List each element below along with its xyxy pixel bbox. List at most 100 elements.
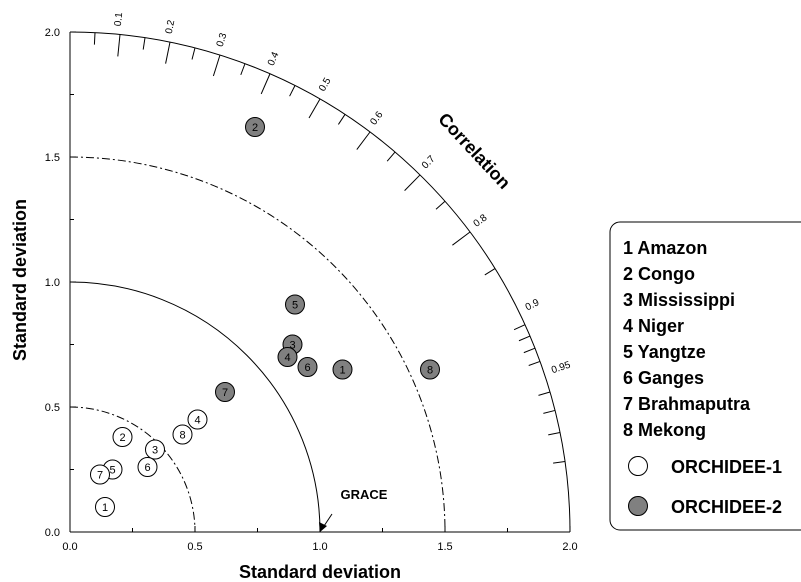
correlation-tick xyxy=(538,391,551,396)
point-marker xyxy=(187,409,208,430)
legend-series-label: ORCHIDEE-1 xyxy=(671,457,782,477)
point-label: 7 xyxy=(222,387,228,399)
std-arc-2 xyxy=(69,31,571,533)
x-tick-label: 2.0 xyxy=(562,541,577,553)
legend-series-marker xyxy=(628,456,648,476)
point-1-7: 7 xyxy=(90,464,110,485)
correlation-tick xyxy=(308,98,321,119)
point-label: 6 xyxy=(304,362,310,374)
correlation-tick xyxy=(289,85,296,97)
correlation-tick xyxy=(191,47,196,60)
point-marker xyxy=(145,439,165,460)
legend-series-label: ORCHIDEE-2 xyxy=(671,497,782,517)
correlation-tick xyxy=(518,335,531,342)
point-label: 2 xyxy=(252,122,258,134)
correlation-tick xyxy=(337,114,346,125)
y-tick-label: 1.0 xyxy=(45,277,60,289)
point-label: 2 xyxy=(119,432,125,444)
point-label: 8 xyxy=(179,430,185,442)
point-label: 4 xyxy=(194,415,200,427)
correlation-tick xyxy=(452,231,471,246)
legend-basin-item: 3 Mississippi xyxy=(623,290,735,310)
correlation-tick xyxy=(260,73,271,95)
correlation-tick xyxy=(484,268,496,276)
legend-series-marker xyxy=(628,496,648,516)
point-marker xyxy=(297,357,318,377)
point-marker xyxy=(137,457,158,477)
point-label: 8 xyxy=(427,365,433,377)
point-label: 5 xyxy=(109,465,115,477)
legend-basin-list: 1 Amazon 2 Congo 3 Mississippi 4 Niger 5 Yan… xyxy=(623,238,751,440)
correlation-tick-label: 0.7 xyxy=(420,153,438,171)
correlation-tick xyxy=(548,432,561,436)
point-marker xyxy=(95,497,115,517)
point-marker xyxy=(285,294,305,315)
point-2-5: 5 xyxy=(285,294,305,315)
point-label: 3 xyxy=(152,445,158,457)
point-1-1: 1 xyxy=(95,497,115,517)
point-marker xyxy=(277,347,298,367)
point-1-8: 8 xyxy=(172,424,193,445)
legend-basin-item: 4 Niger xyxy=(623,316,684,336)
point-2-6: 6 xyxy=(297,357,318,377)
reference-marker: GRACE xyxy=(319,487,388,532)
correlation-tick-label: 0.4 xyxy=(266,50,282,68)
reference-label: GRACE xyxy=(341,487,388,502)
x-tick-label: 0.5 xyxy=(187,541,202,553)
std-arcs xyxy=(69,31,571,533)
axes: 0.0 0.5 1.0 1.5 2.0 0.0 0.5 1.0 1.5 2.0 xyxy=(45,27,578,553)
correlation-tick xyxy=(93,32,96,45)
legend-series-list: ORCHIDEE-1 ORCHIDEE-2 xyxy=(628,456,782,517)
legend-basin-item: 1 Amazon xyxy=(623,238,707,258)
y-tick-label: 1.5 xyxy=(45,152,60,164)
correlation-tick xyxy=(165,42,171,64)
point-2-2: 2 xyxy=(245,117,265,137)
point-label: 7 xyxy=(97,470,103,482)
correlation-tick xyxy=(528,360,541,366)
point-marker xyxy=(112,427,133,447)
y-tick-label: 0.5 xyxy=(45,402,60,414)
point-marker xyxy=(332,359,353,380)
point-label: 1 xyxy=(102,502,108,514)
point-marker xyxy=(245,117,265,137)
legend-basin-item: 7 Brahmaputra xyxy=(623,394,751,414)
point-marker xyxy=(215,382,235,402)
point-marker xyxy=(172,424,193,445)
correlation-tick-label: 0.8 xyxy=(472,212,490,229)
correlation-tick-label: 0.95 xyxy=(550,360,572,377)
legend-basin-item: 6 Ganges xyxy=(623,368,704,388)
correlation-tick xyxy=(117,34,121,57)
point-label: 5 xyxy=(292,300,298,312)
point-marker xyxy=(420,359,440,380)
y-axis-title: Standard deviation xyxy=(10,199,30,361)
point-1-4: 4 xyxy=(187,409,208,430)
point-2-4: 4 xyxy=(277,347,298,367)
x-tick-label: 0.0 xyxy=(62,541,77,553)
point-label: 3 xyxy=(289,340,295,352)
correlation-tick xyxy=(386,151,396,162)
point-label: 1 xyxy=(339,365,345,377)
point-1-2: 2 xyxy=(112,427,133,447)
correlation-tick xyxy=(142,37,146,50)
correlation-tick-label: 0.3 xyxy=(215,31,230,48)
point-2-8: 8 xyxy=(420,359,440,380)
correlation-tick xyxy=(523,347,536,354)
correlation-tick xyxy=(404,174,421,191)
correlation-tick xyxy=(435,200,446,210)
reference-arrow-head xyxy=(319,522,327,532)
correlation-tick xyxy=(543,409,556,414)
legend-basin-item: 2 Congo xyxy=(623,264,695,284)
correlation-tick-label: 0.5 xyxy=(317,76,334,94)
correlation-tick-label: 0.1 xyxy=(113,11,125,26)
legend-basin-item: 5 Yangtze xyxy=(623,342,706,362)
y-tick-label: 0.0 xyxy=(45,527,60,539)
correlation-tick xyxy=(553,460,566,464)
legend: 1 Amazon 2 Congo 3 Mississippi 4 Niger 5 Yan… xyxy=(609,221,801,531)
point-1-6: 6 xyxy=(137,457,158,477)
correlation-scale: 0.1 0.2 0.3 0.4 0.5 0.6 0.7 0.8 0.9 0.95 xyxy=(93,11,572,464)
legend-basin-item: 8 Mekong xyxy=(623,420,706,440)
point-2-7: 7 xyxy=(215,382,235,402)
legend-box xyxy=(609,221,801,531)
